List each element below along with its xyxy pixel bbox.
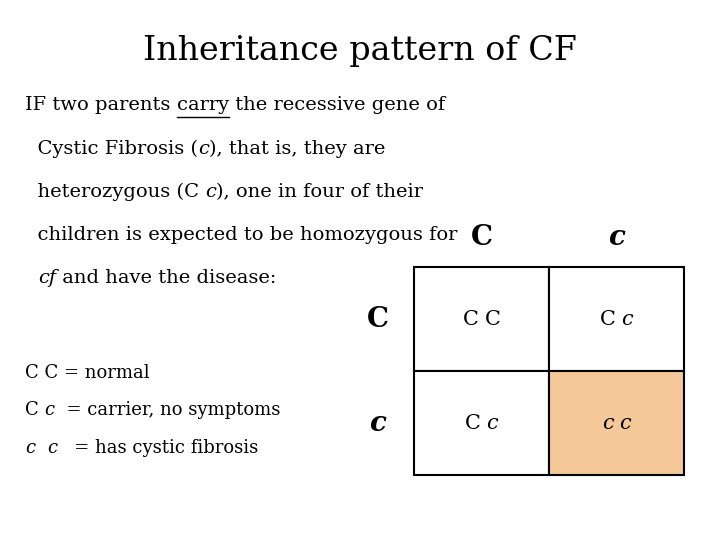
Text: carry: carry	[177, 96, 229, 114]
Text: = carrier, no symptoms: = carrier, no symptoms	[55, 401, 280, 420]
Text: C: C	[367, 306, 389, 333]
Text: C: C	[463, 310, 479, 329]
Text: and have the disease:: and have the disease:	[56, 269, 276, 287]
Text: c: c	[45, 401, 55, 420]
Text: c: c	[619, 414, 631, 433]
Text: c: c	[608, 224, 625, 251]
Text: cf: cf	[37, 269, 56, 287]
Text: Cystic Fibrosis (: Cystic Fibrosis (	[25, 139, 198, 158]
Text: C: C	[25, 401, 45, 420]
Text: IF two parents: IF two parents	[25, 96, 177, 114]
Text: c: c	[25, 439, 35, 457]
Text: c: c	[369, 410, 387, 437]
Text: the recessive gene of: the recessive gene of	[229, 96, 445, 114]
Text: C: C	[600, 310, 616, 329]
Text: = has cystic fibrosis: = has cystic fibrosis	[57, 439, 258, 457]
Text: c: c	[487, 414, 498, 433]
Text: c: c	[602, 414, 613, 433]
Text: C: C	[485, 310, 500, 329]
Text: C: C	[465, 414, 481, 433]
Text: heterozygous (C: heterozygous (C	[25, 183, 205, 201]
Text: children is expected to be homozygous for: children is expected to be homozygous fo…	[25, 226, 458, 244]
Text: C: C	[470, 224, 492, 251]
Text: c: c	[621, 310, 633, 329]
Text: C C = normal: C C = normal	[25, 363, 150, 382]
Text: Inheritance pattern of CF: Inheritance pattern of CF	[143, 35, 577, 67]
Text: ), one in four of their: ), one in four of their	[216, 183, 423, 201]
Text: c: c	[198, 139, 210, 158]
Text: c: c	[47, 439, 57, 457]
Text: ), that is, they are: ), that is, they are	[210, 139, 386, 158]
Text: c: c	[205, 183, 216, 201]
